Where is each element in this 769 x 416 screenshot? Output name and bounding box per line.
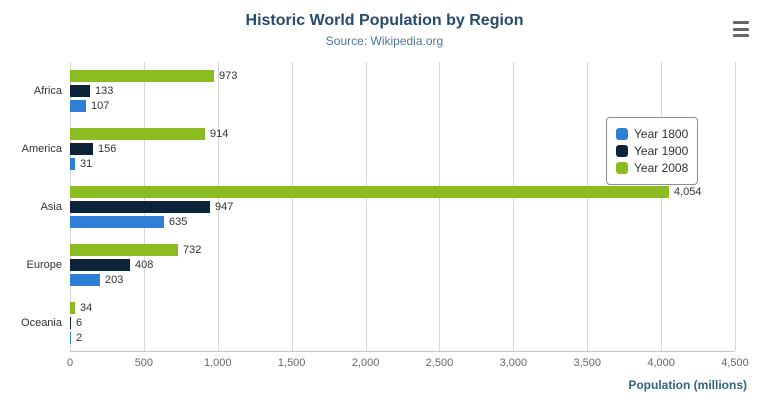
category-label: Oceania: [21, 317, 62, 329]
category-label: Europe: [26, 259, 62, 271]
bar-year-1800-africa[interactable]: [70, 100, 86, 112]
bar-year-1800-america[interactable]: [70, 158, 75, 170]
bar-year-2008-asia[interactable]: [70, 186, 669, 198]
legend-item-year-2008[interactable]: Year 2008: [616, 161, 688, 175]
bar-year-2008-america[interactable]: [70, 128, 205, 140]
data-label: 947: [215, 201, 234, 213]
category-label: Asia: [40, 201, 62, 213]
gridline: [735, 62, 736, 351]
legend-swatch: [616, 162, 628, 174]
legend-label: Year 1900: [634, 144, 689, 158]
category-label: America: [21, 143, 62, 155]
x-tick-label: 4,000: [647, 357, 675, 369]
legend-item-year-1900[interactable]: Year 1900: [616, 144, 688, 158]
data-label: 914: [210, 128, 229, 140]
gridline: [513, 62, 514, 351]
legend: Year 1800 Year 1900 Year 2008: [606, 117, 699, 185]
gridline: [366, 62, 367, 351]
bar-year-1900-oceania[interactable]: [70, 317, 71, 329]
data-label: 2: [76, 332, 83, 344]
data-label: 973: [219, 70, 238, 82]
data-label: 408: [135, 259, 154, 271]
data-label: 203: [105, 274, 124, 286]
bar-year-2008-europe[interactable]: [70, 244, 178, 256]
x-axis-title: Population (millions): [628, 378, 747, 392]
chart-subtitle: Source: Wikipedia.org: [325, 34, 444, 48]
gridline: [661, 62, 662, 351]
x-tick-label: 2,000: [351, 357, 380, 369]
data-label: 34: [80, 302, 93, 314]
data-label: 635: [169, 216, 188, 228]
x-tick-label: 3,500: [573, 357, 601, 369]
data-label: 107: [91, 100, 110, 112]
data-label: 6: [76, 317, 83, 329]
legend-label: Year 2008: [634, 161, 689, 175]
data-label: 4,054: [674, 186, 702, 198]
x-tick-label: 1,500: [277, 357, 306, 369]
bar-year-1800-asia[interactable]: [70, 216, 164, 228]
x-tick-label: 4,500: [721, 357, 749, 369]
bar-year-1900-europe[interactable]: [70, 259, 130, 271]
bar-year-1900-america[interactable]: [70, 143, 93, 155]
legend-item-year-1800[interactable]: Year 1800: [616, 127, 688, 141]
legend-swatch: [616, 145, 628, 157]
chart-title: Historic World Population by Region: [245, 12, 524, 29]
data-label: 732: [183, 244, 202, 256]
x-tick-label: 2,500: [425, 357, 454, 369]
hamburger-menu-icon[interactable]: [731, 20, 753, 38]
gridline: [439, 62, 440, 351]
gridline: [587, 62, 588, 351]
gridline: [292, 62, 293, 351]
data-label: 133: [95, 85, 114, 97]
bar-year-2008-africa[interactable]: [70, 70, 214, 82]
hamburger-line: [733, 34, 749, 37]
gridline: [218, 62, 219, 351]
legend-swatch: [616, 128, 628, 140]
category-label: Africa: [33, 85, 62, 97]
hamburger-line: [733, 27, 749, 31]
x-tick-label: 0: [66, 357, 74, 369]
bar-year-1800-europe[interactable]: [70, 274, 100, 286]
x-tick-label: 500: [134, 357, 154, 369]
x-tick-label: 3,000: [499, 357, 528, 369]
data-label: 31: [80, 158, 93, 170]
plot-area: 973 133 107 914 156 31 4,054 947 635 732 408 203 34 6…: [70, 62, 736, 352]
data-label: 156: [98, 143, 117, 155]
legend-label: Year 1800: [634, 127, 689, 141]
hamburger-line: [733, 21, 749, 24]
bar-year-2008-oceania[interactable]: [70, 302, 75, 314]
bar-year-1900-africa[interactable]: [70, 85, 90, 97]
bar-year-1800-oceania[interactable]: [70, 332, 71, 344]
bar-year-1900-asia[interactable]: [70, 201, 210, 213]
x-tick-label: 1,000: [204, 357, 232, 369]
